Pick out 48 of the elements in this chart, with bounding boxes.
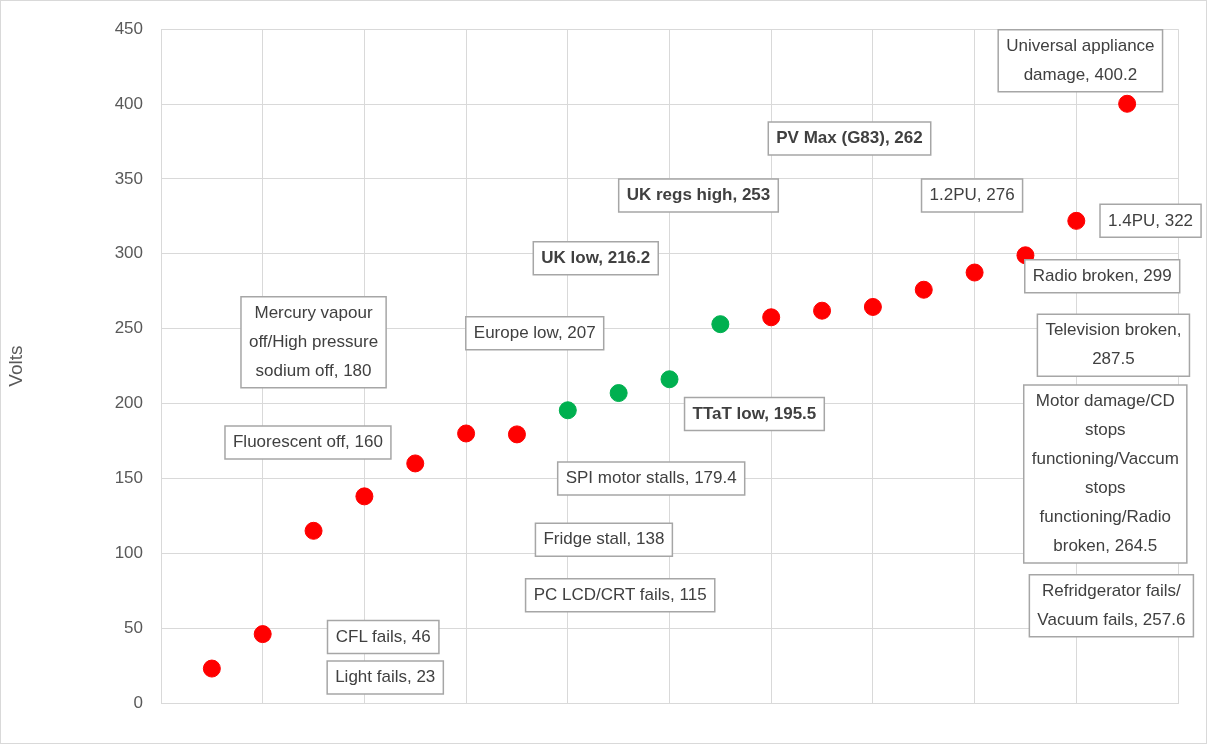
- annotation: Television broken, 287.5: [1045, 320, 1182, 369]
- point: [1118, 94, 1137, 113]
- annotation: TTaT low, 195.5: [692, 403, 817, 423]
- point: [304, 521, 323, 540]
- annotation: Europe low, 207: [473, 322, 596, 342]
- y-tick-label: 0: [133, 692, 143, 712]
- annotation: Motor damage/CD stops functioning/Vaccum stops functioning/Radio broken, 264.5: [1031, 391, 1179, 556]
- point: [863, 297, 882, 316]
- point: [965, 263, 984, 282]
- y-tick-label: 350: [114, 168, 143, 188]
- annotation: 1.4PU, 322: [1108, 210, 1194, 230]
- annotation: Universal appliance damage, 400.2: [1006, 35, 1155, 84]
- y-tick-label: 50: [124, 617, 143, 637]
- annotation: UK low, 216.2: [541, 247, 651, 267]
- point: [1067, 211, 1086, 230]
- annotation: 1.2PU, 276: [929, 185, 1015, 205]
- point: [253, 625, 272, 644]
- point: [457, 424, 476, 443]
- y-tick-label: 300: [114, 243, 143, 263]
- y-tick-label: 450: [114, 18, 143, 38]
- annotation: Refridgerator fails/ Vacuum fails, 257.6: [1037, 580, 1186, 629]
- y-tick-label: 100: [114, 542, 143, 562]
- point: [609, 384, 628, 403]
- point: [813, 301, 832, 320]
- y-axis-title: Volts: [4, 345, 26, 387]
- annotation: Light fails, 23: [335, 667, 436, 687]
- point: [202, 659, 221, 678]
- annotation: CFL fails, 46: [335, 626, 431, 646]
- point: [507, 425, 526, 444]
- point: [762, 308, 781, 327]
- point: [355, 487, 374, 506]
- y-tick-label: 150: [114, 468, 143, 488]
- annotation: PV Max (G83), 262: [776, 128, 923, 148]
- annotation: PC LCD/CRT fails, 115: [533, 584, 707, 604]
- y-tick-label: 200: [114, 393, 143, 413]
- annotation: UK regs high, 253: [626, 185, 771, 205]
- point: [558, 401, 577, 420]
- annotation: Radio broken, 299: [1032, 265, 1172, 285]
- point: [406, 454, 425, 473]
- annotation: Fluorescent off, 160: [232, 432, 383, 452]
- y-tick-label: 250: [114, 318, 143, 338]
- y-tick-label: 400: [114, 93, 143, 113]
- point: [660, 370, 679, 389]
- annotation: Mercury vapour off/High pressure sodium off, 180: [248, 302, 379, 380]
- annotation: SPI motor stalls, 179.4: [565, 468, 737, 488]
- annotation: Fridge stall, 138: [543, 529, 665, 549]
- point: [711, 315, 730, 334]
- point: [914, 280, 933, 299]
